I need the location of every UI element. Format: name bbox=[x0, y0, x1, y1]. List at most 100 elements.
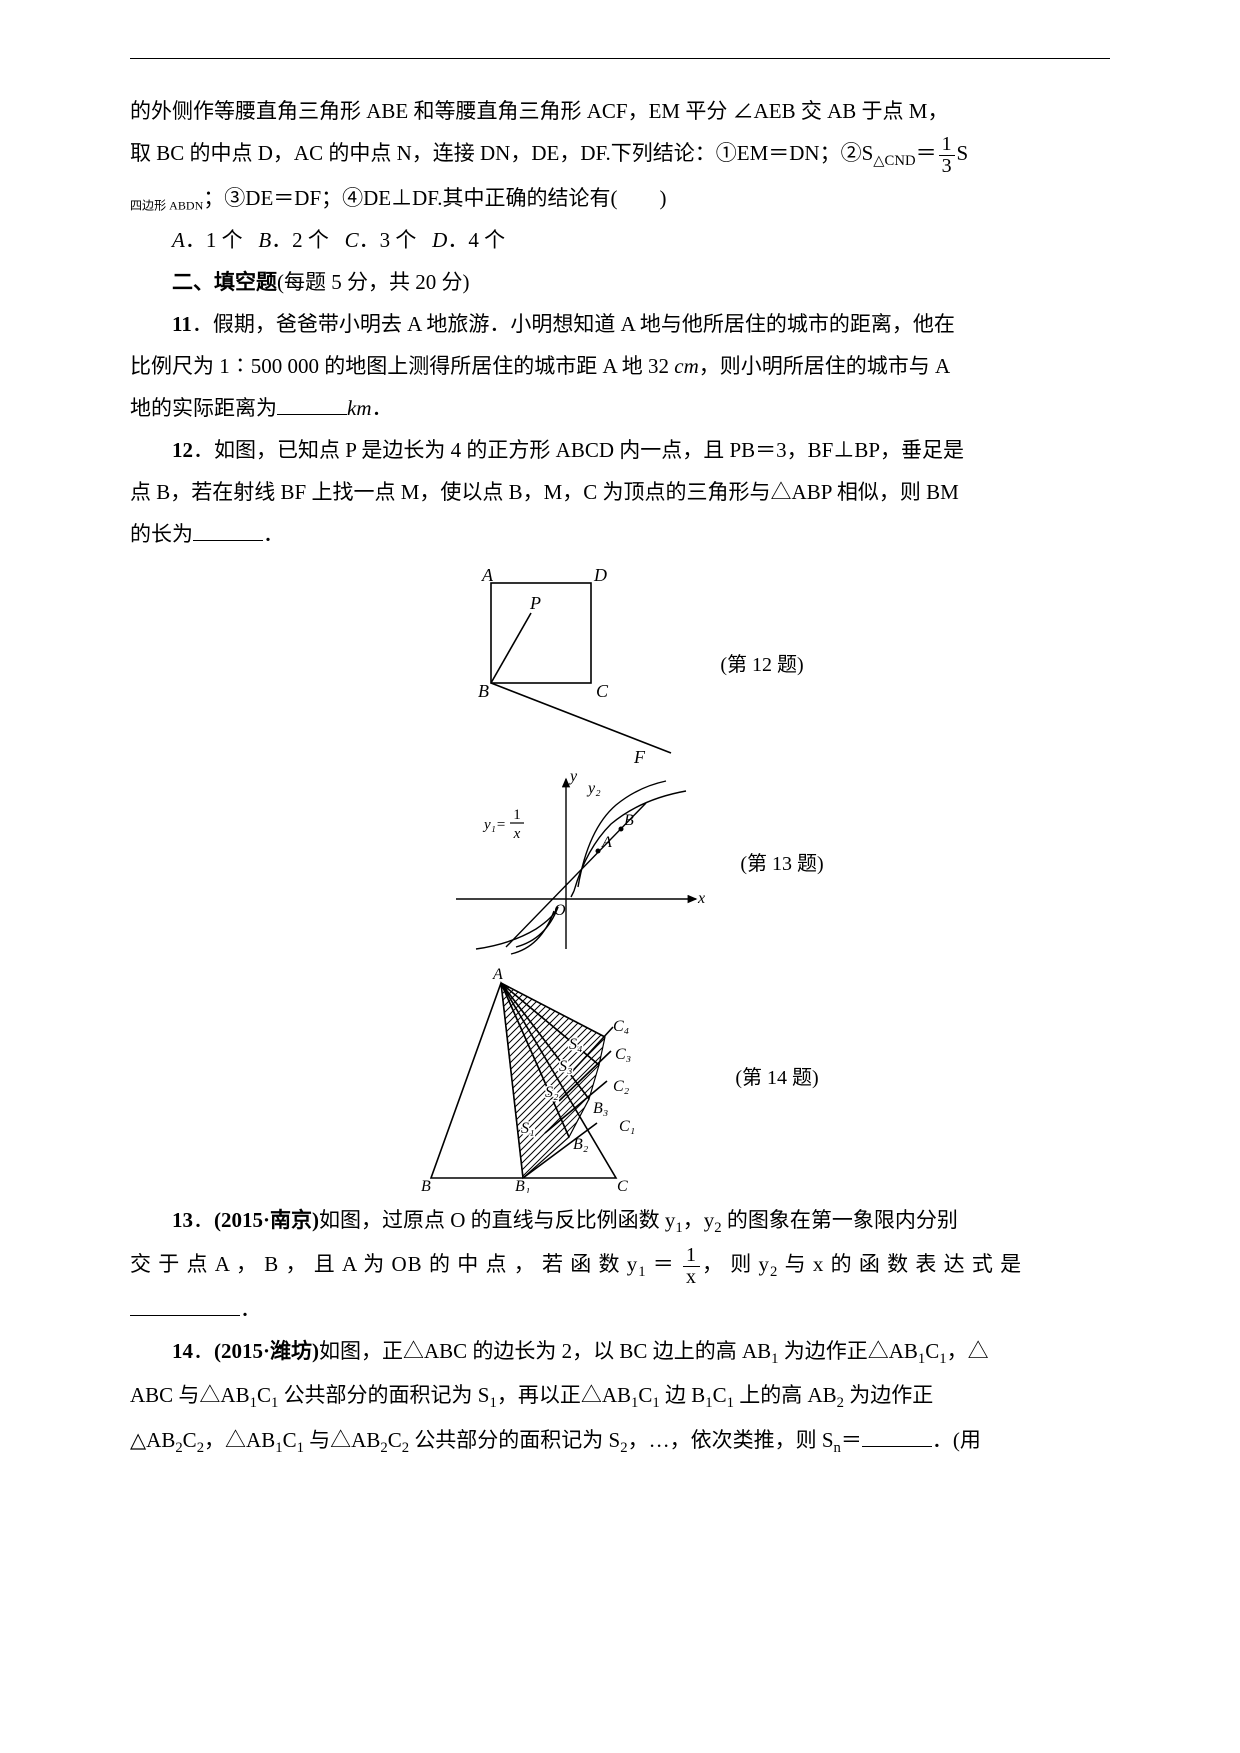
q11-a: ．假期，爸爸带小明去 A 地旅游．小明想知道 A 地与他所居住的城市的距离，他在 bbox=[192, 312, 955, 336]
q11-blank bbox=[277, 391, 347, 415]
q12-blank bbox=[193, 517, 263, 541]
q14-b-s5: 1 bbox=[652, 1396, 659, 1412]
q14-b5: C bbox=[638, 1383, 652, 1407]
fig12-label: (第 12 题) bbox=[720, 645, 803, 685]
q14-c: △AB bbox=[130, 1428, 175, 1452]
q14-line2: ABC 与△AB1C1 公共部分的面积记为 S1，再以正△AB1C1 边 B1C… bbox=[130, 1374, 1110, 1419]
q11-b: 比例尺为 1∶500 000 的地图上测得所居住的城市距 A 地 32 bbox=[130, 354, 674, 378]
svg-text:F: F bbox=[633, 747, 646, 765]
q13-b: 交 于 点 A ， B ， 且 A 为 OB 的 中 点 ， 若 函 数 y bbox=[130, 1252, 638, 1276]
q14-c6: C bbox=[388, 1428, 402, 1452]
q11-km: km bbox=[347, 396, 372, 420]
svg-text:B₂: B₂ bbox=[573, 1136, 589, 1153]
q14-c9: ＝ bbox=[841, 1428, 862, 1452]
opt-B: ．2 个 bbox=[271, 228, 329, 252]
q14-a4: ，△ bbox=[947, 1339, 989, 1363]
fig13-row: y x O A B y₂ y₁= 1 x (第 13 题) bbox=[130, 769, 1110, 959]
sec2-tail: (每题 5 分，共 20 分) bbox=[277, 270, 470, 294]
q10-l2-post: S bbox=[957, 141, 969, 165]
svg-text:C: C bbox=[596, 681, 609, 701]
svg-text:C₁: C₁ bbox=[619, 1118, 635, 1135]
q14-b-s7: 1 bbox=[727, 1396, 734, 1412]
q13-num: 13 bbox=[172, 1208, 193, 1232]
fig13-label: (第 13 题) bbox=[740, 844, 823, 884]
q14-c-s4: 1 bbox=[297, 1440, 304, 1456]
q14-b-s1: 1 bbox=[250, 1396, 257, 1412]
q13-a3: 的图象在第一象限内分别 bbox=[722, 1208, 958, 1232]
q14-b-s6: 1 bbox=[705, 1396, 712, 1412]
opt-D-label: D bbox=[432, 228, 447, 252]
q14-dot: ．(用 bbox=[932, 1428, 981, 1452]
q13-dot: ． bbox=[240, 1297, 261, 1321]
q14-c-s5: 2 bbox=[380, 1440, 387, 1456]
svg-text:C₄: C₄ bbox=[613, 1018, 629, 1035]
svg-text:B: B bbox=[624, 812, 634, 829]
figures-block: A D B C P F (第 12 题) bbox=[130, 565, 1110, 1193]
q14-b6: 边 B bbox=[660, 1383, 706, 1407]
q10-l3-sub: 四边形 ABDN bbox=[130, 198, 203, 212]
svg-text:x: x bbox=[697, 890, 705, 907]
q11-num: 11 bbox=[172, 312, 192, 336]
q14-b7: C bbox=[713, 1383, 727, 1407]
q14-a2: 为边作正△AB bbox=[778, 1339, 917, 1363]
svg-text:y₂: y₂ bbox=[586, 780, 601, 797]
svg-text:C: C bbox=[617, 1178, 628, 1193]
q11-d: 地的实际距离为 bbox=[130, 396, 277, 420]
svg-text:S₂: S₂ bbox=[545, 1084, 559, 1101]
q14-c7: 公共部分的面积记为 S bbox=[409, 1428, 620, 1452]
svg-text:D: D bbox=[593, 565, 607, 585]
q11-dot: ． bbox=[372, 396, 393, 420]
q14-c2: C bbox=[183, 1428, 197, 1452]
q14-b2: C bbox=[257, 1383, 271, 1407]
q10-options: A．1 个 B．2 个 C．3 个 D．4 个 bbox=[130, 219, 1110, 261]
q13-line1: 13．(2015·南京)如图，过原点 O 的直线与反比例函数 y1，y2 的图象… bbox=[130, 1199, 1110, 1244]
q10-line2: 取 BC 的中点 D，AC 的中点 N，连接 DN，DE，DF.下列结论：①EM… bbox=[130, 132, 1110, 177]
q13-blank bbox=[130, 1292, 240, 1316]
q14-num: 14 bbox=[172, 1339, 193, 1363]
q14-c-s1: 2 bbox=[175, 1440, 182, 1456]
q10-l2-pre: 取 BC 的中点 D，AC 的中点 N，连接 DN，DE，DF.下列结论：①EM… bbox=[130, 141, 873, 165]
q14-src: (2015·潍坊) bbox=[214, 1339, 319, 1363]
q12-c: 的长为 bbox=[130, 522, 193, 546]
q14-c-s3: 1 bbox=[275, 1440, 282, 1456]
fig14-svg: A B C B₁ B₂ B₃ C₁ C₂ C₃ C₄ S₁ S₁ S₂ S₂ S… bbox=[421, 963, 711, 1193]
q13-line2: 交 于 点 A ， B ， 且 A 为 OB 的 中 点 ， 若 函 数 y1 … bbox=[130, 1243, 1110, 1288]
q14-c-s7: 2 bbox=[620, 1440, 627, 1456]
q12-a: ．如图，已知点 P 是边长为 4 的正方形 ABCD 内一点，且 PB＝3，BF… bbox=[193, 438, 964, 462]
svg-text:C₂: C₂ bbox=[613, 1078, 630, 1095]
sec2-title: 二、填空题 bbox=[172, 270, 277, 294]
q14-b8: 上的高 AB bbox=[734, 1383, 837, 1407]
q14-b: ABC 与△AB bbox=[130, 1383, 250, 1407]
fig13-svg: y x O A B y₂ y₁= 1 x bbox=[416, 769, 716, 959]
q14-b-s8: 2 bbox=[837, 1396, 844, 1412]
q12-line1: 12．如图，已知点 P 是边长为 4 的正方形 ABCD 内一点，且 PB＝3，… bbox=[130, 429, 1110, 471]
q10-l3-post: ；③DE＝DF；④DE⊥DF.其中正确的结论有( ) bbox=[203, 186, 666, 210]
fig12-svg: A D B C P F bbox=[436, 565, 696, 765]
q14-c8: ，…，依次类推，则 S bbox=[628, 1428, 834, 1452]
q13-b-sub: 1 bbox=[638, 1264, 646, 1280]
q13-c: ， 则 y bbox=[702, 1252, 770, 1276]
svg-text:B₃: B₃ bbox=[593, 1100, 608, 1117]
svg-text:A: A bbox=[601, 834, 612, 851]
section-2-heading: 二、填空题(每题 5 分，共 20 分) bbox=[130, 261, 1110, 303]
svg-text:A: A bbox=[481, 565, 494, 585]
q11-c: ，则小明所居住的城市与 A bbox=[699, 354, 950, 378]
svg-text:x: x bbox=[513, 826, 521, 842]
q14-b9: 为边作正 bbox=[844, 1383, 933, 1407]
frac-1-3: 13 bbox=[939, 134, 955, 177]
opt-B-label: B bbox=[258, 228, 271, 252]
q11-line1: 11．假期，爸爸带小明去 A 地旅游．小明想知道 A 地与他所居住的城市的距离，… bbox=[130, 303, 1110, 345]
q12-line3: 的长为． bbox=[130, 513, 1110, 555]
svg-text:P: P bbox=[529, 593, 541, 613]
q12-num: 12 bbox=[172, 438, 193, 462]
q11-line3: 地的实际距离为 km． bbox=[130, 387, 1110, 429]
q11-cm: cm bbox=[674, 354, 699, 378]
q13-sub1: 1 bbox=[675, 1220, 682, 1236]
q14-a: 如图，正△ABC 的边长为 2，以 BC 边上的高 AB bbox=[319, 1339, 771, 1363]
opt-C-label: C bbox=[345, 228, 359, 252]
q14-c5: 与△AB bbox=[304, 1428, 380, 1452]
svg-text:B: B bbox=[421, 1178, 431, 1193]
opt-C: ．3 个 bbox=[359, 228, 417, 252]
q13-a2: ，y bbox=[683, 1208, 715, 1232]
q14-b3: 公共部分的面积记为 S bbox=[278, 1383, 489, 1407]
